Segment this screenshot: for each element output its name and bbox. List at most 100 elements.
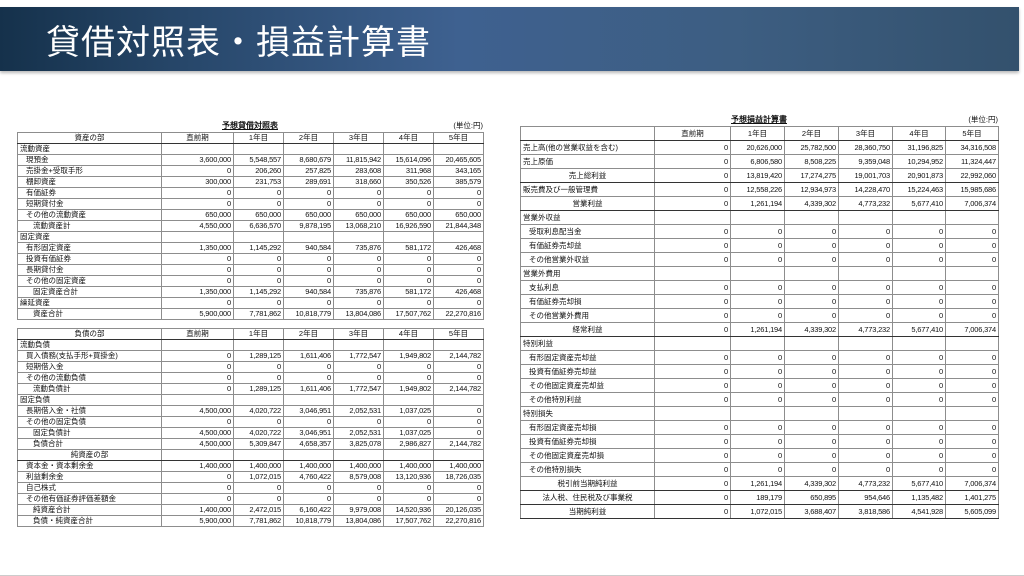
row-label: その他固定資産売却益: [520, 378, 655, 393]
row-label: 利益剰余金: [17, 471, 162, 483]
table-row: 資本金・資本剰余金 1,400,000 1,400,000 1,400,000 1,40…: [17, 460, 484, 472]
cell-value: 1,772,547: [333, 383, 384, 395]
cell-value: 0: [838, 252, 893, 267]
cell-value: 0: [433, 187, 484, 199]
row-label: 長期貸付金: [17, 264, 162, 276]
cell-value: 257,825: [283, 165, 334, 177]
cell-value: 0: [283, 482, 334, 494]
cell-value: 0: [892, 420, 946, 435]
cell-value: 0: [838, 420, 893, 435]
cell-value: 0: [945, 308, 999, 323]
cell-value: 6,160,422: [283, 504, 334, 516]
cell-value: 4,550,000: [161, 220, 234, 232]
cell-value: 0: [730, 378, 785, 393]
cell-value: [233, 449, 284, 461]
cell-value: 0: [433, 361, 484, 373]
cell-value: 426,468: [433, 242, 484, 254]
cell-value: 1,400,000: [161, 460, 234, 472]
cell-value: 0: [233, 482, 284, 494]
cell-value: [283, 394, 334, 406]
cell-value: 0: [654, 140, 731, 155]
balance-sheet-liabilities-table: 負債の部 直前期 1年目 2年目 3年目 4年目 5年目 流動負債 買入債務(支払手形+買掛金)…: [17, 328, 484, 527]
cell-value: 0: [161, 165, 234, 177]
cell-value: 0: [730, 364, 785, 379]
cell-value: 0: [730, 448, 785, 463]
cell-value: 0: [945, 462, 999, 477]
cell-value: 7,006,374: [945, 196, 999, 211]
row-label: 資産合計: [17, 308, 162, 320]
cell-value: [383, 394, 434, 406]
cell-value: 0: [283, 198, 334, 210]
cell-value: 0: [654, 476, 731, 491]
profit-loss-table: 直前期 1年目 2年目 3年目 4年目 5年目 売上高(他の営業収益を含む) 0 20,626,…: [520, 126, 999, 519]
cell-value: 13,819,420: [730, 168, 785, 183]
row-label: 負債合計: [17, 438, 162, 450]
balance-sheet-panel: 予想貸借対照表 (単位:円) 資産の部 直前期 1年目 2年目 3年目 4年目 5年目 流動資…: [17, 117, 484, 527]
cell-value: 11,815,942: [333, 154, 384, 166]
table-row: 売掛金+受取手形 0 206,260 257,825 283,608 311,968 343…: [17, 165, 484, 177]
row-label: その他の固定資産: [17, 275, 162, 287]
cell-value: 954,646: [838, 490, 893, 505]
cell-value: 1,401,275: [945, 490, 999, 505]
cell-value: 14,228,470: [838, 182, 893, 197]
cell-value: [838, 406, 893, 421]
cell-value: 0: [233, 372, 284, 384]
cell-value: 0: [333, 264, 384, 276]
row-label: 資本金・資本剰余金: [17, 460, 162, 472]
column-header: 1年目: [730, 126, 785, 141]
cell-value: 0: [945, 448, 999, 463]
table-row: 投資有価証券売却損 0 0 0 0 0 0: [520, 434, 999, 449]
cell-value: 3,825,078: [333, 438, 384, 450]
table-row: 有形固定資産売却損 0 0 0 0 0 0: [520, 420, 999, 435]
cell-value: 650,000: [433, 209, 484, 221]
cell-value: [892, 336, 946, 351]
cell-value: 0: [283, 493, 334, 505]
cell-value: 15,614,096: [383, 154, 434, 166]
column-header: 3年目: [333, 328, 384, 340]
cell-value: 0: [333, 253, 384, 265]
cell-value: 343,165: [433, 165, 484, 177]
cell-value: 1,949,802: [383, 383, 434, 395]
table-row: 特別利益: [520, 336, 999, 351]
table-row: 税引前当期純利益 0 1,261,194 4,339,302 4,773,232 5,67…: [520, 476, 999, 491]
cell-value: 300,000: [161, 176, 234, 188]
cell-value: 0: [161, 253, 234, 265]
table-row: 短期貸付金 0 0 0 0 0 0: [17, 198, 484, 210]
cell-value: 2,472,015: [233, 504, 284, 516]
cell-value: 0: [784, 378, 839, 393]
cell-value: 0: [892, 280, 946, 295]
cell-value: 5,605,099: [945, 504, 999, 519]
cell-value: 0: [383, 275, 434, 287]
cell-value: 0: [945, 252, 999, 267]
cell-value: 0: [945, 350, 999, 365]
cell-value: [233, 339, 284, 351]
column-header: 4年目: [892, 126, 946, 141]
cell-value: 0: [784, 224, 839, 239]
table-row: 買入債務(支払手形+買掛金) 0 1,289,125 1,611,406 1,772,5…: [17, 350, 484, 362]
cell-value: 17,507,762: [383, 308, 434, 320]
cell-value: 0: [730, 294, 785, 309]
row-label: 支払利息: [520, 280, 655, 295]
cell-value: [945, 406, 999, 421]
cell-value: [161, 339, 234, 351]
row-label: 有形固定資産売却損: [520, 420, 655, 435]
table-header-row: 直前期 1年目 2年目 3年目 4年目 5年目: [520, 126, 999, 141]
cell-value: [161, 449, 234, 461]
row-label: 固定負債: [17, 394, 162, 406]
cell-value: [161, 231, 234, 243]
cell-value: 10,294,952: [892, 154, 946, 169]
row-label: 繰延資産: [17, 297, 162, 309]
balance-sheet-unit-label: (単位:円): [453, 121, 483, 130]
table-row: その他営業外収益 0 0 0 0 0 0: [520, 252, 999, 267]
table-row: その他特別利益 0 0 0 0 0 0: [520, 392, 999, 407]
cell-value: 0: [654, 434, 731, 449]
cell-value: 0: [654, 238, 731, 253]
row-label: 営業外費用: [520, 266, 655, 281]
row-label: 販売費及び一般管理費: [520, 182, 655, 197]
cell-value: 0: [892, 252, 946, 267]
cell-value: 0: [233, 275, 284, 287]
cell-value: 0: [838, 224, 893, 239]
table-row: 棚卸資産 300,000 231,753 289,691 318,660 350,526 3…: [17, 176, 484, 188]
cell-value: 0: [945, 224, 999, 239]
cell-value: 0: [730, 308, 785, 323]
